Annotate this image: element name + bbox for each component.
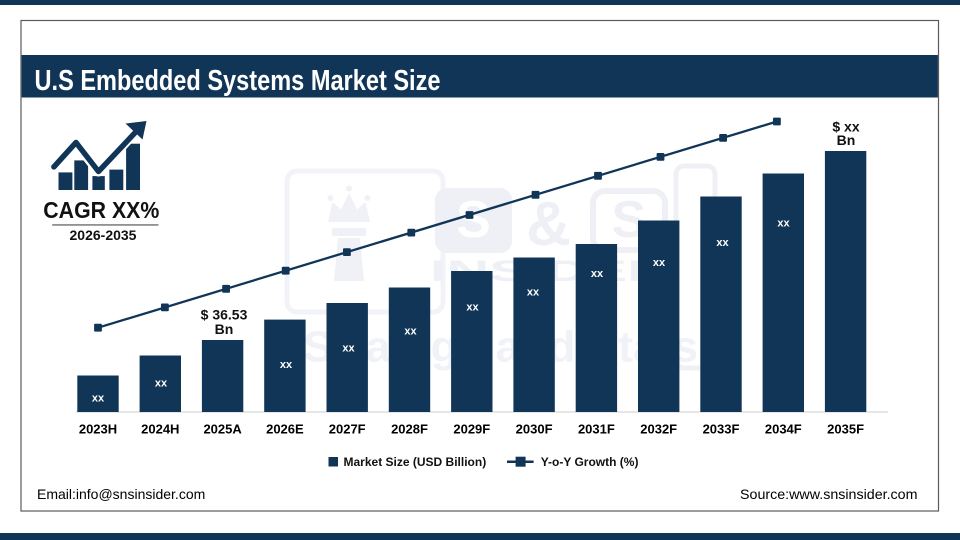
- svg-text:U.S Embedded Systems Market Si: U.S Embedded Systems Market Size: [35, 65, 441, 97]
- svg-text:Y-o-Y Growth (%): Y-o-Y Growth (%): [541, 455, 639, 469]
- svg-text:&: &: [526, 190, 571, 259]
- svg-text:xx: xx: [591, 268, 604, 280]
- svg-text:Email:info@snsinsider.com: Email:info@snsinsider.com: [37, 486, 205, 502]
- svg-text:2024H: 2024H: [141, 422, 179, 437]
- svg-text:2026-2035: 2026-2035: [70, 227, 137, 243]
- svg-text:2034F: 2034F: [765, 422, 802, 437]
- svg-text:S: S: [456, 191, 491, 249]
- svg-text:Bn: Bn: [215, 321, 234, 337]
- svg-text:xx: xx: [155, 378, 168, 390]
- svg-text:$ 36.53: $ 36.53: [201, 307, 248, 323]
- svg-text:2028F: 2028F: [391, 422, 428, 437]
- svg-text:2026E: 2026E: [266, 422, 304, 437]
- svg-text:2030F: 2030F: [516, 422, 553, 437]
- svg-text:2035F: 2035F: [827, 422, 864, 437]
- svg-text:$ xx: $ xx: [832, 119, 859, 135]
- svg-text:xx: xx: [527, 287, 540, 299]
- svg-text:2032F: 2032F: [640, 422, 677, 437]
- svg-text:2023H: 2023H: [79, 422, 117, 437]
- svg-text:2025A: 2025A: [203, 422, 242, 437]
- svg-text:xx: xx: [716, 237, 729, 249]
- svg-text:xx: xx: [92, 393, 105, 405]
- svg-text:2031F: 2031F: [578, 422, 615, 437]
- svg-text:xx: xx: [466, 302, 479, 314]
- svg-text:xx: xx: [404, 326, 417, 338]
- svg-text:xx: xx: [342, 343, 355, 355]
- svg-text:xx: xx: [280, 359, 293, 371]
- svg-text:CAGR XX%: CAGR XX%: [43, 197, 159, 223]
- svg-text:2029F: 2029F: [453, 422, 490, 437]
- svg-text:xx: xx: [777, 218, 790, 230]
- svg-text:Bn: Bn: [837, 132, 856, 148]
- svg-text:2027F: 2027F: [329, 422, 366, 437]
- svg-text:Strategy and Stats: Strategy and Stats: [303, 323, 698, 372]
- svg-text:Source:www.snsinsider.com: Source:www.snsinsider.com: [740, 486, 918, 502]
- svg-text:2033F: 2033F: [703, 422, 740, 437]
- svg-text:Market Size (USD Billion): Market Size (USD Billion): [344, 455, 487, 469]
- svg-text:xx: xx: [653, 257, 666, 269]
